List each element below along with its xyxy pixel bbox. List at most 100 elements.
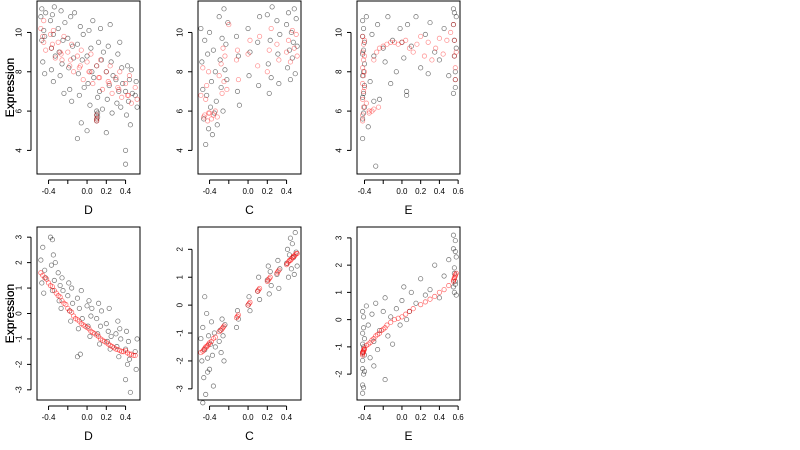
data-point bbox=[126, 77, 132, 83]
data-point bbox=[218, 84, 224, 91]
data-point bbox=[57, 282, 63, 289]
data-point bbox=[70, 43, 76, 49]
data-point bbox=[385, 14, 391, 20]
fitted-point bbox=[361, 37, 368, 43]
fitted-point bbox=[40, 33, 46, 39]
data-point bbox=[117, 39, 123, 45]
data-point bbox=[363, 14, 369, 20]
y-tick-label: 2 bbox=[335, 262, 344, 267]
data-point bbox=[247, 49, 253, 55]
data-point bbox=[214, 122, 220, 128]
x-tick-label: 0.4 bbox=[434, 187, 446, 196]
data-point bbox=[284, 22, 290, 28]
fitted-point bbox=[453, 270, 459, 276]
data-point bbox=[116, 354, 122, 360]
data-point bbox=[216, 338, 222, 344]
x-tick-label: -0.4 bbox=[203, 413, 217, 422]
data-point bbox=[218, 350, 224, 356]
data-point bbox=[294, 263, 300, 269]
fitted-point bbox=[427, 296, 433, 302]
fitted-point bbox=[371, 57, 377, 63]
data-point bbox=[290, 39, 296, 45]
data-point bbox=[292, 230, 298, 236]
data-point bbox=[68, 14, 74, 20]
fitted-point bbox=[84, 59, 90, 65]
fitted-point bbox=[266, 276, 272, 282]
data-point bbox=[446, 73, 452, 79]
fitted-point bbox=[361, 88, 367, 94]
data-point bbox=[210, 383, 216, 389]
fitted-point bbox=[126, 73, 132, 79]
data-point bbox=[65, 35, 71, 41]
fitted-point bbox=[113, 75, 119, 81]
data-point bbox=[266, 291, 272, 297]
data-point bbox=[369, 31, 375, 37]
data-point bbox=[99, 106, 106, 112]
data-point bbox=[96, 39, 102, 45]
fitted-point bbox=[361, 57, 367, 63]
fitted-point bbox=[406, 308, 412, 315]
x-tick-label: 0.2 bbox=[101, 187, 113, 196]
chart-panel-6: -0.4 0.0 0.2 0.4 0.6 -2 -1 0 1 2 3 E Expression bbox=[3, 226, 464, 443]
data-point bbox=[233, 33, 240, 39]
y-tick-label: -1 bbox=[335, 343, 344, 351]
data-point bbox=[399, 39, 405, 45]
fitted-point bbox=[132, 84, 138, 91]
data-point bbox=[48, 67, 54, 73]
data-point bbox=[216, 14, 222, 20]
data-point bbox=[289, 55, 295, 61]
data-point bbox=[436, 57, 442, 63]
data-point bbox=[95, 94, 101, 100]
x-tick-label: 0.4 bbox=[120, 413, 132, 422]
data-point bbox=[74, 354, 80, 360]
data-point bbox=[70, 300, 76, 306]
data-point bbox=[361, 368, 368, 374]
fitted-point bbox=[109, 90, 115, 96]
data-point bbox=[123, 147, 129, 153]
data-point bbox=[405, 22, 411, 28]
data-point bbox=[199, 59, 205, 65]
y-tick-label: 4 bbox=[335, 148, 344, 153]
data-point bbox=[264, 12, 270, 18]
y-tick-label: 6 bbox=[335, 108, 344, 113]
x-axis-label: E bbox=[404, 203, 412, 217]
data-point bbox=[220, 333, 226, 339]
data-point bbox=[373, 163, 379, 169]
data-point bbox=[113, 331, 119, 337]
data-point bbox=[98, 57, 105, 63]
fitted-point bbox=[134, 96, 140, 102]
fitted-point bbox=[76, 65, 82, 71]
y-tick-label: 3 bbox=[15, 234, 24, 239]
fitted-point bbox=[90, 81, 96, 87]
fitted-point bbox=[255, 63, 261, 69]
y-axis-label: Expression bbox=[3, 284, 17, 343]
data-point bbox=[48, 262, 54, 268]
data-point bbox=[106, 82, 112, 89]
data-point bbox=[219, 35, 225, 41]
fitted-point bbox=[80, 77, 86, 83]
fitted-point bbox=[436, 35, 442, 41]
data-point bbox=[367, 355, 373, 361]
chart-panel-3: -0.4 0.0 0.2 0.4 0.6 4 6 8 10 E Expression bbox=[3, 0, 464, 217]
data-point bbox=[361, 25, 367, 32]
y-tick-label: 1 bbox=[176, 274, 185, 279]
x-tick-label: 0.4 bbox=[281, 413, 293, 422]
data-point bbox=[452, 238, 458, 244]
data-point bbox=[198, 336, 204, 342]
data-point bbox=[74, 41, 80, 47]
data-point bbox=[202, 294, 208, 300]
data-point bbox=[89, 69, 95, 75]
fitted-point bbox=[235, 312, 241, 318]
data-point bbox=[124, 361, 131, 367]
data-point bbox=[360, 390, 366, 396]
data-point bbox=[107, 22, 113, 28]
fitted-point bbox=[115, 84, 121, 91]
y-tick-label: 1 bbox=[15, 285, 24, 290]
fitted-point bbox=[117, 69, 123, 75]
fitted-point bbox=[48, 45, 54, 51]
fitted-point bbox=[450, 22, 456, 28]
fitted-point bbox=[221, 79, 227, 85]
data-point bbox=[432, 262, 438, 268]
y-tick-label: 0 bbox=[335, 317, 344, 322]
data-point bbox=[118, 104, 124, 110]
